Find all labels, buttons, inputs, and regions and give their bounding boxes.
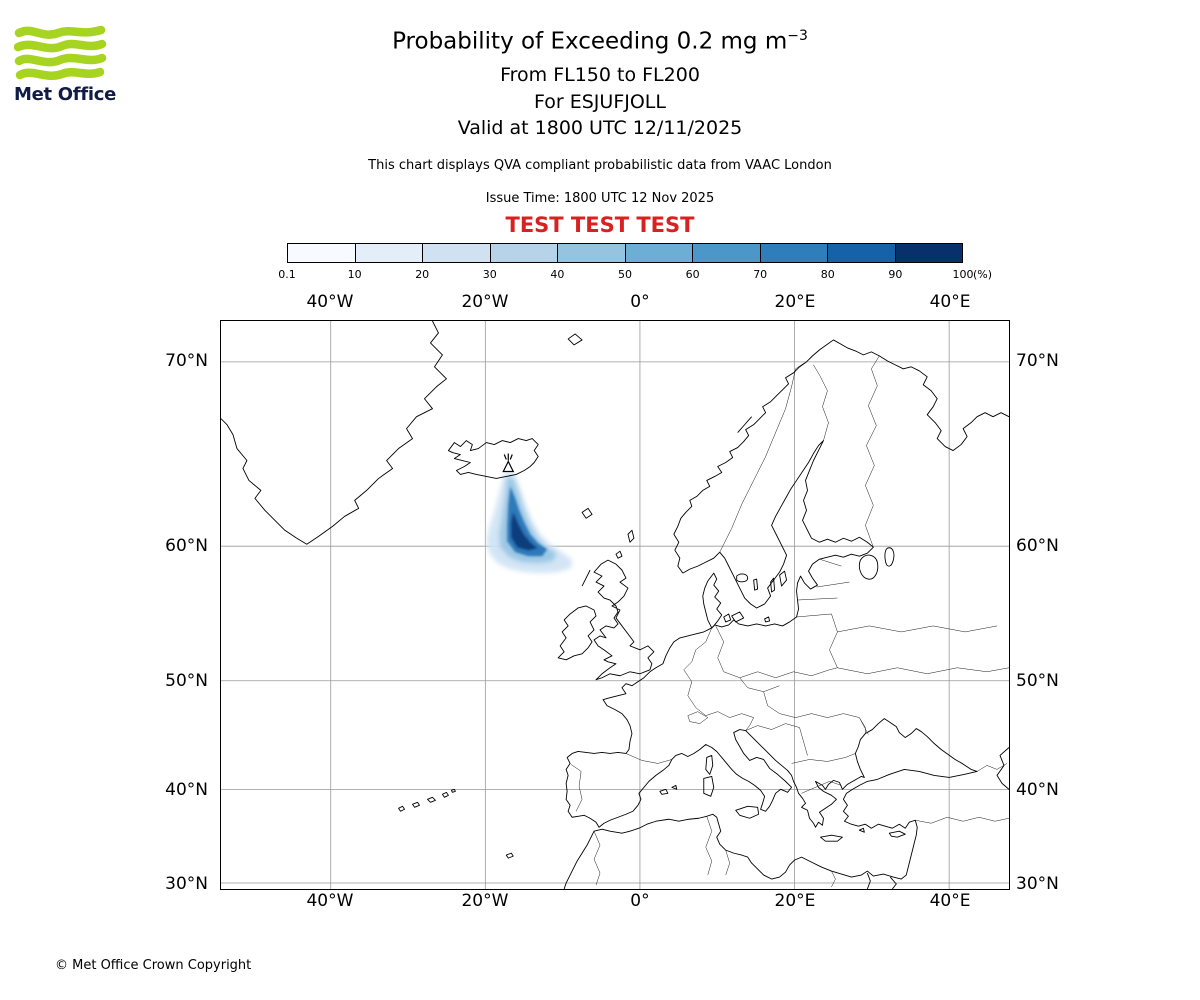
gridlines (221, 321, 1009, 889)
lat-label: 40°N (1016, 780, 1059, 800)
copyright-text: © Met Office Crown Copyright (55, 958, 252, 973)
nile (866, 872, 871, 889)
gotland-oland (770, 570, 788, 593)
chart-title: Probability of Exceeding 0.2 mg m−3 (0, 28, 1200, 55)
greenland-coast (221, 321, 447, 545)
colorbar-tick: 60 (685, 268, 700, 281)
azores (398, 788, 456, 812)
hebrides (581, 569, 591, 587)
faroe-islands (581, 507, 593, 519)
colorbar-tick: 0.1 (278, 268, 296, 281)
orkney (615, 550, 623, 559)
lat-label: 40°N (165, 780, 208, 800)
colorbar-segment (355, 244, 423, 262)
ireland-coast (557, 605, 597, 661)
subtitle-volcano: For ESJUFJOLL (534, 91, 666, 113)
title-superscript: −3 (787, 28, 808, 44)
lon-label: 40°E (929, 292, 971, 312)
met-office-logo: Met Office (14, 24, 124, 105)
issue-time: Issue Time: 1800 UTC 12 Nov 2025 (485, 191, 715, 206)
lat-label: 50°N (165, 671, 208, 691)
rhodes (858, 827, 865, 833)
lon-label: 20°W (461, 292, 509, 312)
lon-label: 20°E (774, 891, 816, 911)
colorbar-tick: 70 (753, 268, 768, 281)
colorbar-ticks: 0.1 10 20 30 40 50 60 70 80 90 100 (278, 268, 973, 282)
lon-label: 20°E (774, 292, 816, 312)
colorbar-tick: 80 (820, 268, 835, 281)
logo-text: Met Office (14, 84, 117, 105)
coastlines (221, 321, 1009, 889)
uk-coast (593, 559, 655, 681)
colorbar-tick: 20 (415, 268, 430, 281)
lat-label: 50°N (1016, 671, 1059, 691)
lat-label: 70°N (1016, 351, 1059, 371)
caspian-edge (996, 747, 1009, 790)
colorbar-tick: 50 (618, 268, 632, 281)
lon-axis-top: 40°W 20°W 0° 20°E 40°E (220, 292, 1010, 314)
lat-label: 70°N (165, 351, 208, 371)
colorbar-segment (828, 244, 896, 262)
chart-description: This chart displays QVA compliant probab… (368, 158, 832, 173)
lon-label: 40°E (929, 891, 971, 911)
madeira (505, 852, 514, 859)
lon-axis-bottom: 40°W 20°W 0° 20°E 40°E (220, 891, 1010, 913)
colorbar-segment (490, 244, 558, 262)
colorbar-segment (558, 244, 626, 262)
ash-plume (486, 472, 573, 574)
country-borders (570, 355, 1009, 888)
balearics (659, 784, 678, 795)
colorbar-segment (895, 244, 962, 262)
subtitle-flight-levels: From FL150 to FL200 (500, 64, 700, 86)
colorbar-segment (288, 244, 356, 262)
colorbar-segment (760, 244, 828, 262)
corsica (705, 755, 714, 775)
shetland (627, 529, 635, 543)
lat-label: 60°N (165, 536, 208, 556)
map-svg (221, 321, 1009, 889)
colorbar-segment (693, 244, 761, 262)
iceland-coast (447, 438, 539, 479)
danish-islands (723, 611, 771, 623)
jutland-coast (702, 572, 723, 629)
lat-label: 30°N (165, 874, 208, 894)
colorbar-tick: 90 (888, 268, 903, 281)
colorbar-tick: 40 (550, 268, 565, 281)
lat-label: 30°N (1016, 874, 1059, 894)
lon-label: 40°W (306, 292, 354, 312)
colorbar-tick: 30 (482, 268, 497, 281)
colorbar-tick: 10 (347, 268, 362, 281)
norway-kola-coast (673, 339, 1009, 574)
lakes (736, 547, 895, 591)
lon-label: 20°W (461, 891, 509, 911)
jan-mayen (567, 333, 583, 346)
colorbar-tick: 100 (952, 268, 974, 281)
sicily (735, 805, 760, 819)
red-sea (889, 876, 897, 889)
volcano-marker (502, 453, 515, 473)
colorbar-segment (423, 244, 491, 262)
logo-waves-icon (14, 25, 107, 80)
lat-label: 60°N (1016, 536, 1059, 556)
map-frame (220, 320, 1010, 890)
chart-title-text: Probability of Exceeding 0.2 mg m (392, 28, 788, 55)
lon-label: 0° (630, 891, 650, 911)
subtitle-valid-time: Valid at 1800 UTC 12/11/2025 (457, 117, 743, 139)
test-banner: TEST TEST TEST (505, 213, 695, 237)
colorbar-unit: (%) (973, 268, 993, 281)
cyprus (888, 830, 906, 838)
crete (820, 834, 843, 842)
lon-label: 0° (630, 292, 650, 312)
sardinia (703, 775, 715, 797)
lofoten (737, 416, 752, 433)
colorbar (287, 243, 963, 263)
colorbar-segment (625, 244, 693, 262)
lon-label: 40°W (306, 891, 354, 911)
europe-coast (563, 627, 978, 889)
baltic-coast (682, 440, 874, 629)
